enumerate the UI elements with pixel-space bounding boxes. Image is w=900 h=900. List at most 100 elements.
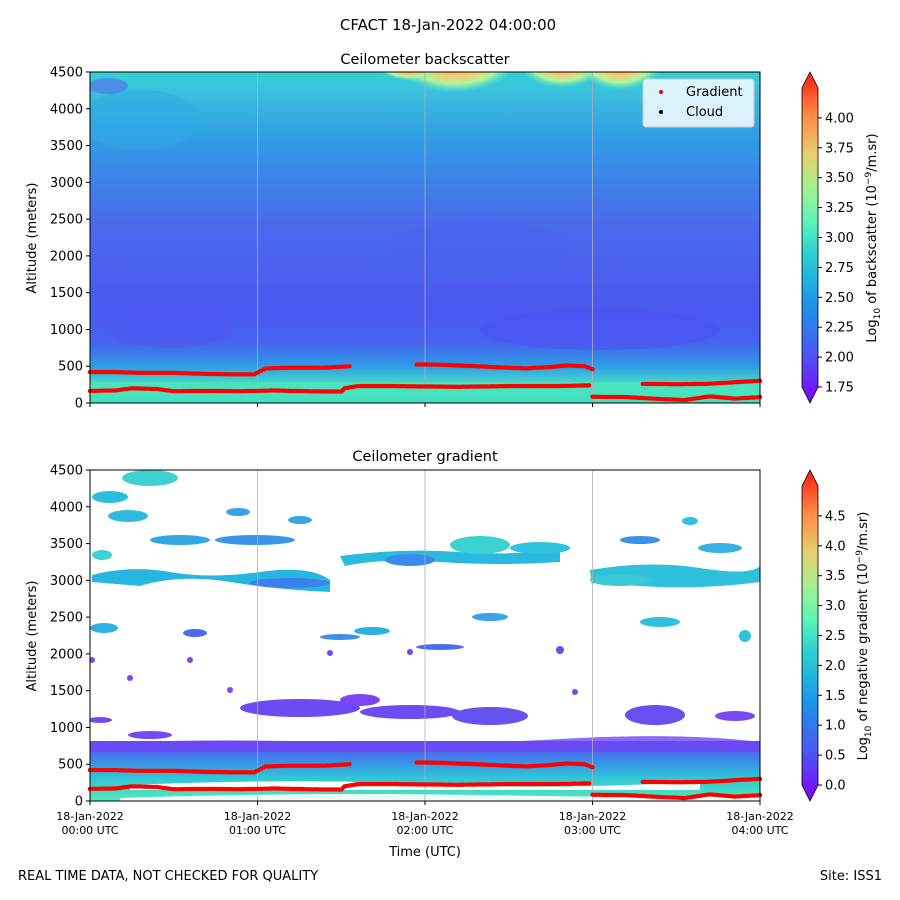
x-tick-label: 18-Jan-2022 04:00 UTC <box>726 810 794 837</box>
gradient-point <box>347 762 352 767</box>
colorbar-tick-label: 2.50 <box>825 291 854 306</box>
gradient-patch <box>510 542 570 554</box>
gradient-patch <box>640 617 680 627</box>
backscatter-colorbar-bar <box>801 71 819 404</box>
gradient-patch <box>452 707 528 725</box>
y-tick-label: 1500 <box>50 286 83 301</box>
y-tick-label: 3500 <box>50 537 83 552</box>
gradient-colorbar-label: Log10 of negative gradient (10−9/m.sr) <box>855 512 874 761</box>
backscatter-title: Ceilometer backscatter <box>340 52 509 68</box>
gradient-x-label: Time (UTC) <box>388 845 461 860</box>
backscatter-colorbar: 1.75 2.00 2.25 2.50 2.75 3.00 3.25 3.50 3.75 4.00… <box>801 71 883 404</box>
backscatter-y-label: Altitude (meters) <box>25 183 40 294</box>
legend: Gradient Cloud <box>642 78 755 128</box>
gradient-series <box>87 383 592 394</box>
backscatter-hotspot <box>382 72 438 86</box>
gradient-point <box>347 364 352 369</box>
y-tick-label: 4500 <box>50 464 83 479</box>
x-tick-label: 18-Jan-2022 01:00 UTC <box>224 810 292 837</box>
gradient-y-ticks: 0 500 1000 1500 2000 2500 3000 3500 4000 4500 <box>50 464 90 810</box>
colorbar-tick-label: 3.0 <box>825 599 846 614</box>
y-tick-label: 2500 <box>50 213 83 228</box>
figure-title: CFACT 18-Jan-2022 04:00:00 <box>340 16 556 34</box>
gradient-patch <box>340 694 380 706</box>
backscatter-colorbar-ticks: 1.75 2.00 2.25 2.50 2.75 3.00 3.25 3.50 3.75 4.00 <box>818 111 854 396</box>
backscatter-x-ticks <box>89 403 761 407</box>
gradient-patch <box>354 627 390 635</box>
colorbar-tick-label: 1.5 <box>825 689 846 704</box>
gradient-patch <box>360 705 460 719</box>
y-tick-label: 4000 <box>50 102 83 117</box>
backscatter-patch <box>390 220 570 280</box>
gradient-series <box>414 760 595 770</box>
y-tick-label: 0 <box>75 397 83 412</box>
gradient-patch <box>92 491 128 503</box>
colorbar-tick-label: 2.0 <box>825 659 846 674</box>
gradient-patch <box>739 630 751 642</box>
backscatter-patch <box>90 90 200 150</box>
gradient-series <box>590 792 763 801</box>
legend-box <box>642 78 755 128</box>
gradient-colorbar-bar <box>801 469 819 802</box>
gradient-patch <box>90 623 118 633</box>
gradient-patch <box>92 550 112 560</box>
backscatter-hotspot <box>397 72 513 108</box>
gradient-point <box>586 383 592 388</box>
y-tick-label: 1000 <box>50 323 83 338</box>
colorbar-tick-label: 1.0 <box>825 719 846 734</box>
gradient-patch <box>698 543 742 553</box>
colorbar-tick-label: 0.0 <box>825 779 846 794</box>
legend-cloud-marker <box>659 110 663 114</box>
gradient-patch <box>183 629 207 637</box>
y-tick-label: 0 <box>75 795 83 810</box>
gradient-patch <box>682 517 698 525</box>
gradient-series <box>87 781 592 792</box>
backscatter-colorbar-label: Log10 of backscatter (10−9/m.sr) <box>864 133 883 342</box>
backscatter-patch <box>90 78 128 94</box>
gradient-speck <box>127 675 133 681</box>
gradient-patch <box>108 510 148 522</box>
legend-cloud-label: Cloud <box>686 105 723 120</box>
x-tick-label: 18-Jan-2022 00:00 UTC <box>56 810 124 837</box>
site-label: Site: ISS1 <box>819 869 882 884</box>
colorbar-tick-label: 3.25 <box>825 201 854 216</box>
colorbar-tick-label: 2.00 <box>825 351 854 366</box>
colorbar-tick-label: 3.00 <box>825 231 854 246</box>
gradient-series <box>640 378 763 387</box>
x-tick-label: 18-Jan-2022 03:00 UTC <box>559 810 627 837</box>
gradient-patch <box>240 699 360 717</box>
y-tick-label: 1000 <box>50 721 83 736</box>
legend-gradient-marker <box>659 90 663 94</box>
gradient-point <box>586 781 592 786</box>
y-tick-label: 3000 <box>50 574 83 589</box>
gradient-speck <box>556 646 564 654</box>
y-tick-label: 1500 <box>50 684 83 699</box>
colorbar-tick-label: 4.5 <box>825 509 846 524</box>
gradient-panel: Ceilometer gradient <box>25 449 874 860</box>
gradient-series <box>414 362 595 372</box>
gradient-speck <box>327 650 333 656</box>
gradient-patch <box>128 731 172 739</box>
gradient-series <box>590 394 763 403</box>
gradient-speck <box>572 689 578 695</box>
colorbar-tick-label: 1.75 <box>825 381 854 396</box>
y-tick-label: 2500 <box>50 611 83 626</box>
gradient-patch <box>620 536 660 544</box>
y-tick-label: 3000 <box>50 176 83 191</box>
colorbar-tick-label: 2.25 <box>825 321 854 336</box>
legend-gradient-label: Gradient <box>686 85 743 100</box>
gradient-patch <box>385 554 435 566</box>
colorbar-tick-label: 4.00 <box>825 111 854 126</box>
gradient-layer <box>340 548 560 566</box>
y-tick-label: 500 <box>58 360 83 375</box>
gradient-speck <box>90 657 95 663</box>
gradient-patch <box>416 644 464 650</box>
gradient-speck <box>407 649 413 655</box>
gradient-patch <box>715 711 755 721</box>
gradient-speck <box>227 687 233 693</box>
y-tick-label: 3500 <box>50 139 83 154</box>
gradient-gridlines <box>257 470 593 801</box>
